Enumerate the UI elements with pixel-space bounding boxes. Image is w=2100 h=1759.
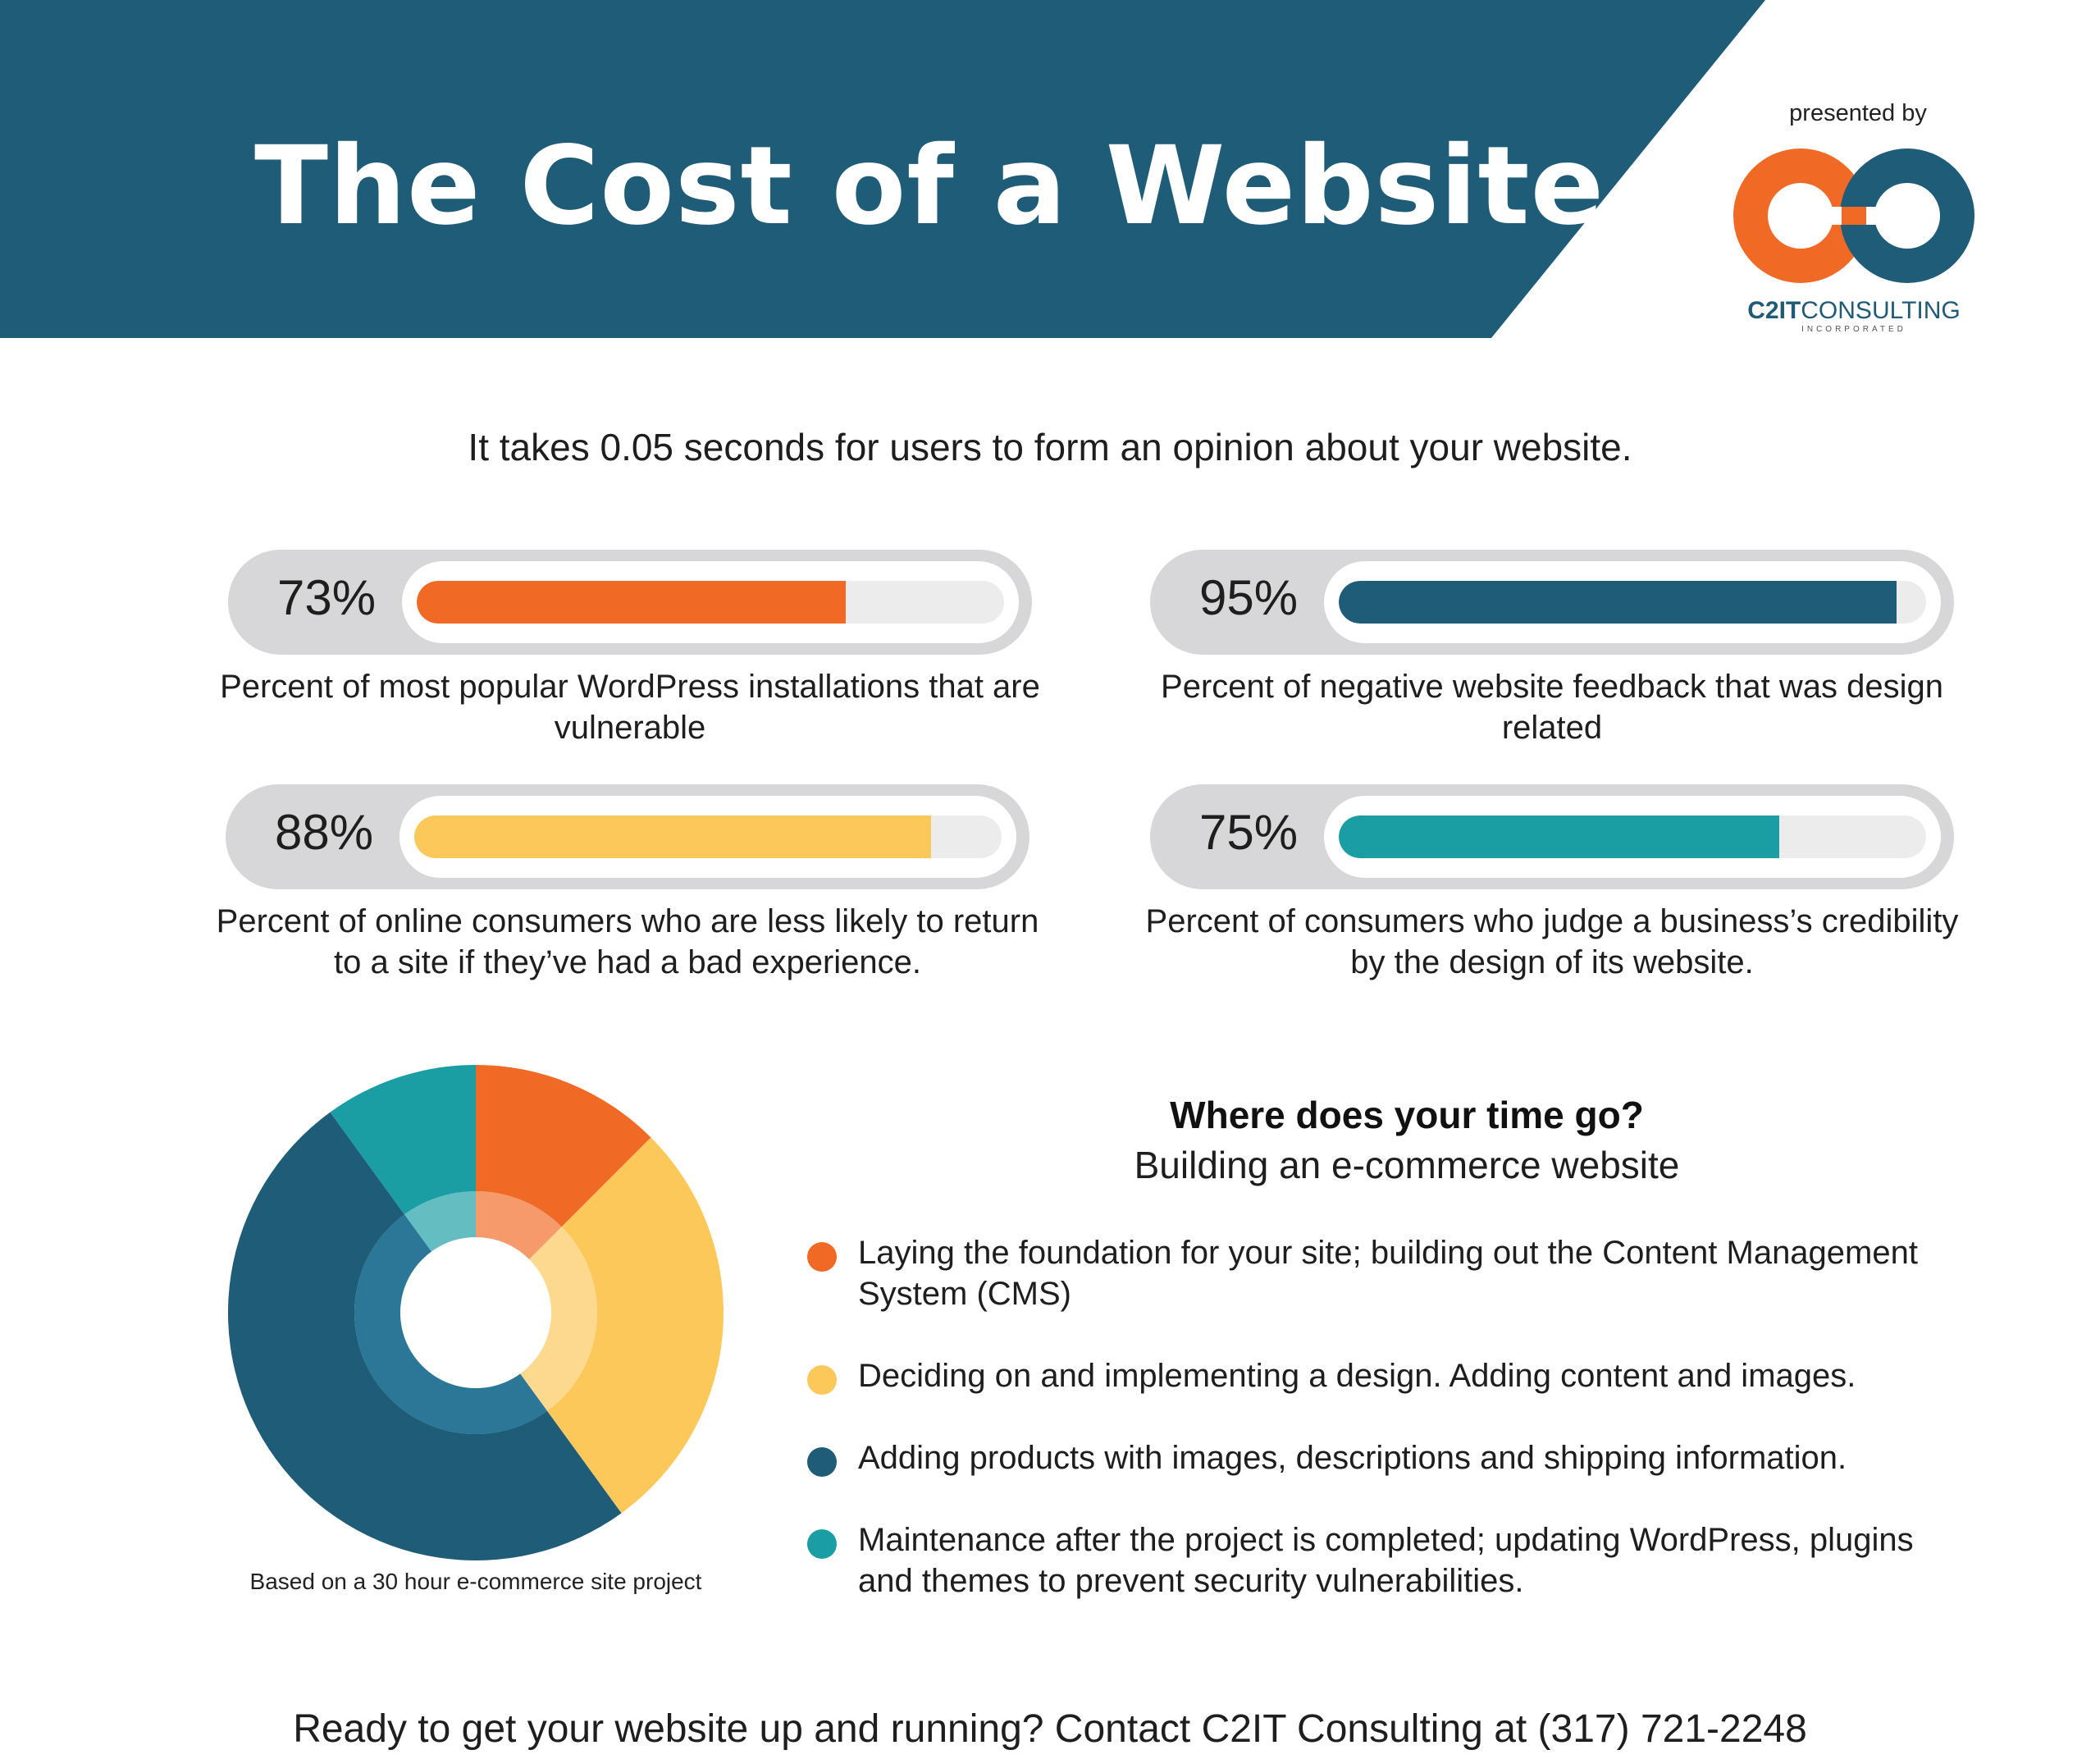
brand-name: C2ITCONSULTING (1731, 297, 1977, 325)
stat-value: 75% (1198, 805, 1299, 860)
stat-value: 73% (276, 570, 377, 625)
c2it-infinity-logo (1733, 148, 1974, 283)
legend-dot-icon (807, 1447, 837, 1477)
progress-fill (1339, 581, 1897, 624)
stat-description: Percent of online consumers who are less… (216, 903, 1039, 980)
brand-subtitle: INCORPORATED (1801, 325, 1906, 334)
progress-track (399, 796, 1016, 878)
donut-inner-tint (520, 1227, 597, 1411)
chart-title: Where does your time go? (1170, 1094, 1644, 1136)
donut-inner-slice (354, 1214, 547, 1434)
donut-inner-tint (404, 1191, 476, 1252)
legend-label: Maintenance after the project is complet… (858, 1522, 1914, 1599)
chart-note: Based on a 30 hour e-commerce site proje… (249, 1569, 702, 1594)
legend-label: Deciding on and implementing a design. A… (858, 1358, 1856, 1394)
donut-slice (476, 1065, 651, 1227)
time-donut-chart (228, 1065, 724, 1560)
brand-name-rest: CONSULTING (1801, 297, 1961, 324)
donut-slice (228, 1112, 622, 1560)
progress-bar (1339, 581, 1926, 624)
progress-bar (414, 816, 1002, 858)
progress-track (402, 561, 1019, 643)
donut-inner-slice (476, 1191, 562, 1259)
header-banner (0, 0, 1765, 338)
progress-bar (417, 581, 1004, 624)
donut-slice (546, 1137, 724, 1514)
page-title: The Cost of a Website (254, 123, 1605, 249)
contact-footer: Ready to get your website up and running… (293, 1707, 1807, 1751)
legend-label: Laying the foundation for your site; bui… (858, 1235, 1918, 1312)
progress-bar (1339, 816, 1926, 858)
donut-inner-tint (476, 1191, 562, 1259)
donut-inner-slice (520, 1227, 597, 1411)
stat-value: 88% (274, 805, 374, 860)
stat-card: 75% Percent of consumers who judge a bus… (1146, 784, 1958, 1030)
legend-label: Adding products with images, description… (858, 1440, 1847, 1476)
donut-inner-tint (354, 1214, 547, 1434)
legend-dot-icon (807, 1365, 837, 1395)
progress-fill (1339, 816, 1779, 858)
donut-hole (400, 1237, 551, 1388)
stat-description: Percent of negative website feedback tha… (1161, 669, 1943, 746)
legend-dot-icon (807, 1529, 837, 1559)
stat-card: 88% Percent of online consumers who are … (217, 784, 1039, 1030)
chart-subtitle: Building an e-commerce website (1134, 1144, 1680, 1186)
stat-card: 73% Percent of most popular WordPress in… (220, 550, 1040, 796)
presented-by-label: presented by (1789, 100, 1927, 126)
donut-slice (330, 1065, 476, 1215)
stat-description: Percent of most popular WordPress instal… (220, 669, 1040, 746)
progress-fill (417, 581, 846, 624)
stat-card: 95% Percent of negative website feedback… (1150, 550, 1954, 796)
progress-track (1324, 796, 1941, 878)
stat-value: 95% (1198, 570, 1299, 625)
progress-fill (414, 816, 932, 858)
progress-track (1324, 561, 1941, 643)
brand-name-bold: C2IT (1747, 297, 1801, 324)
stat-description: Percent of consumers who judge a busines… (1145, 903, 1959, 980)
intro-text: It takes 0.05 seconds for users to form … (468, 426, 1632, 468)
donut-inner-slice (404, 1191, 476, 1252)
legend-dot-icon (807, 1242, 837, 1272)
